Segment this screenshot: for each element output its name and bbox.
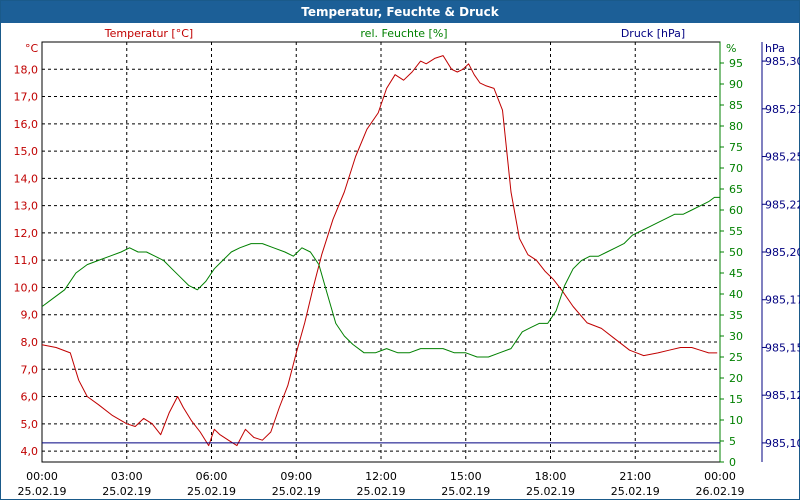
tick-label-humidity: 65	[729, 183, 743, 196]
tick-label-pressure: 985,12	[765, 389, 800, 402]
x-tick-time: 00:00	[704, 470, 736, 483]
tick-label-pressure: 985,20	[765, 246, 800, 259]
tick-label-pressure: 985,22	[765, 198, 800, 211]
tick-label-humidity: 15	[729, 393, 743, 406]
tick-label-humidity: 45	[729, 267, 743, 280]
tick-label-temperature: 17,0	[14, 91, 39, 104]
tick-label-pressure: 985,10	[765, 437, 800, 450]
tick-label-temperature: 8,0	[21, 336, 39, 349]
series-line-temperature	[42, 56, 717, 446]
x-tick-date: 25.02.19	[357, 485, 406, 498]
tick-label-pressure: 985,17	[765, 294, 800, 307]
tick-label-temperature: 10,0	[14, 281, 39, 294]
tick-label-pressure: 985,15	[765, 341, 800, 354]
tick-label-humidity: 60	[729, 204, 743, 217]
x-tick-date: 25.02.19	[441, 485, 490, 498]
legend-humidity: rel. Feuchte [%]	[360, 27, 447, 40]
tick-label-humidity: 35	[729, 309, 743, 322]
tick-label-humidity: 90	[729, 78, 743, 91]
x-tick-time: 12:00	[365, 470, 397, 483]
legend-pressure: Druck [hPa]	[621, 27, 685, 40]
tick-label-temperature: 5,0	[21, 418, 39, 431]
x-tick-date: 25.02.19	[102, 485, 151, 498]
tick-label-humidity: 50	[729, 246, 743, 259]
tick-label-humidity: 5	[729, 435, 736, 448]
x-tick-time: 09:00	[280, 470, 312, 483]
tick-label-temperature: 18,0	[14, 63, 39, 76]
tick-label-temperature: 11,0	[14, 254, 39, 267]
x-tick-date: 25.02.19	[18, 485, 67, 498]
tick-label-temperature: 13,0	[14, 200, 39, 213]
tick-label-humidity: 20	[729, 372, 743, 385]
x-tick-date: 25.02.19	[272, 485, 321, 498]
ticks-layer: 4,0 5,0 6,0 7,0 8,0 9,0 10,0 11,0 12,0 13,0 14,0 15…	[14, 55, 800, 498]
tick-label-temperature: 4,0	[21, 445, 39, 458]
x-tick-time: 00:00	[26, 470, 58, 483]
tick-label-humidity: 0	[729, 456, 736, 469]
tick-label-humidity: 25	[729, 351, 743, 364]
tick-label-humidity: 80	[729, 120, 743, 133]
tick-label-temperature: 9,0	[21, 309, 39, 322]
tick-label-humidity: 70	[729, 162, 743, 175]
tick-label-temperature: 6,0	[21, 391, 39, 404]
unit-humidity: %	[726, 42, 736, 55]
tick-label-temperature: 15,0	[14, 145, 39, 158]
tick-label-temperature: 7,0	[21, 363, 39, 376]
tick-label-humidity: 40	[729, 288, 743, 301]
x-tick-time: 21:00	[619, 470, 651, 483]
legend-temperature: Temperatur [°C]	[104, 27, 193, 40]
tick-label-humidity: 10	[729, 414, 743, 427]
tick-label-humidity: 30	[729, 330, 743, 343]
tick-label-humidity: 95	[729, 57, 743, 70]
tick-label-temperature: 16,0	[14, 118, 39, 131]
unit-pressure: hPa	[765, 42, 785, 55]
tick-label-pressure: 985,30	[765, 55, 800, 68]
x-tick-time: 15:00	[450, 470, 482, 483]
tick-label-pressure: 985,25	[765, 151, 800, 164]
tick-label-humidity: 85	[729, 99, 743, 112]
x-tick-date: 25.02.19	[526, 485, 575, 498]
x-tick-date: 25.02.19	[187, 485, 236, 498]
tick-label-temperature: 12,0	[14, 227, 39, 240]
x-tick-time: 06:00	[196, 470, 228, 483]
x-tick-time: 18:00	[535, 470, 567, 483]
tick-label-temperature: 14,0	[14, 172, 39, 185]
x-tick-time: 03:00	[111, 470, 143, 483]
x-tick-date: 25.02.19	[611, 485, 660, 498]
x-tick-date: 26.02.19	[696, 485, 745, 498]
unit-temperature: °C	[25, 42, 39, 55]
tick-label-humidity: 55	[729, 225, 743, 238]
tick-label-humidity: 75	[729, 141, 743, 154]
tick-label-pressure: 985,27	[765, 103, 800, 116]
